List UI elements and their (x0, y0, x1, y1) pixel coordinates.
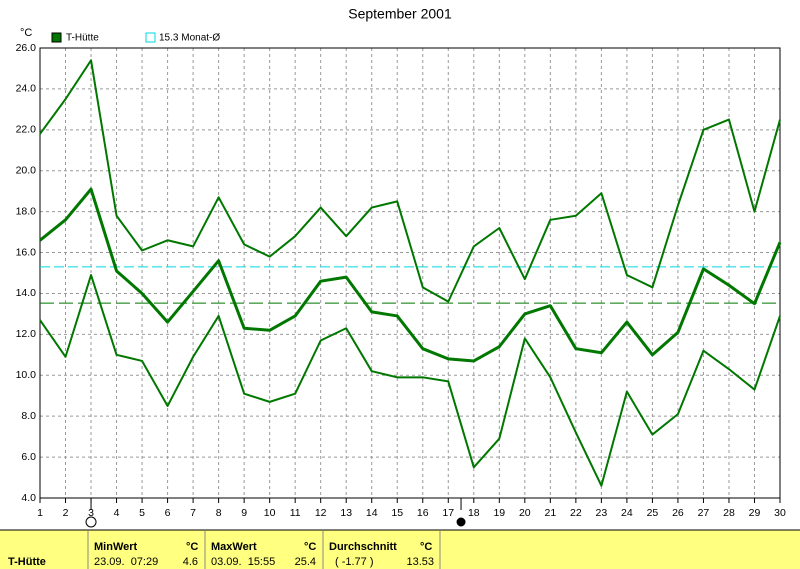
stats-bg (0, 530, 800, 569)
x-tick-label: 1 (37, 507, 43, 519)
x-tick-label: 6 (165, 507, 171, 519)
x-tick-label: 28 (723, 507, 735, 519)
y-tick-label: 16.0 (16, 246, 37, 258)
y-unit: °C (20, 27, 32, 39)
x-tick-label: 20 (519, 507, 531, 519)
x-tick-label: 2 (63, 507, 69, 519)
legend-swatch (145, 32, 156, 43)
stats-header: MinWert (94, 541, 138, 553)
x-tick-label: 23 (596, 507, 608, 519)
y-tick-label: 22.0 (16, 124, 37, 136)
x-tick-label: 25 (647, 507, 659, 519)
y-tick-label: 12.0 (16, 328, 37, 340)
x-tick-label: 24 (621, 507, 633, 519)
x-tick-label: 26 (672, 507, 684, 519)
x-tick-label: 10 (264, 507, 276, 519)
marker (456, 517, 466, 527)
x-tick-label: 22 (570, 507, 582, 519)
legend-label: T-Hütte (66, 33, 99, 44)
stats-header: Durchschnitt (329, 541, 397, 553)
x-tick-label: 21 (545, 507, 557, 519)
x-tick-label: 13 (340, 507, 352, 519)
legend-swatch (51, 32, 62, 43)
stats-row-label: T-Hütte (8, 556, 46, 568)
stats-value: 25.4 (295, 556, 316, 568)
x-tick-label: 16 (417, 507, 429, 519)
x-tick-label: 14 (366, 507, 378, 519)
y-tick-label: 24.0 (16, 83, 37, 95)
stats-value: 13.53 (406, 556, 434, 568)
x-tick-label: 18 (468, 507, 480, 519)
x-tick-label: 3 (88, 507, 94, 519)
legend-label: 15.3 Monat-Ø (159, 33, 220, 44)
x-tick-label: 8 (216, 507, 222, 519)
y-tick-label: 4.0 (21, 492, 36, 504)
x-tick-label: 11 (290, 507, 301, 519)
x-tick-label: 4 (114, 507, 120, 519)
series-line (39, 274, 781, 487)
stats-unit: °C (420, 541, 432, 553)
x-tick-label: 9 (241, 507, 247, 519)
series-line (39, 59, 781, 303)
x-tick-label: 5 (139, 507, 145, 519)
chart-title: September 2001 (348, 6, 452, 22)
y-tick-label: 10.0 (16, 369, 37, 381)
stats-unit: °C (304, 541, 316, 553)
x-tick-label: 7 (190, 507, 196, 519)
x-tick-label: 15 (391, 507, 403, 519)
stats-value: 4.6 (183, 556, 198, 568)
series-line (39, 187, 782, 363)
y-tick-label: 26.0 (16, 42, 37, 54)
stats-header: MaxWert (211, 541, 257, 553)
plot-frame (39, 47, 781, 499)
x-tick-label: 19 (493, 507, 505, 519)
y-tick-label: 6.0 (21, 451, 36, 463)
marker (85, 516, 97, 528)
x-tick-label: 12 (315, 507, 327, 519)
y-tick-label: 14.0 (16, 287, 37, 299)
stats-time: 23.09. 07:29 (94, 556, 158, 568)
x-tick-label: 17 (442, 507, 454, 519)
x-tick-label: 27 (698, 507, 710, 519)
stats-time: ( -1.77 ) (335, 556, 374, 568)
x-tick-label: 30 (774, 507, 786, 519)
x-tick-label: 29 (749, 507, 761, 519)
y-tick-label: 8.0 (21, 410, 36, 422)
y-tick-label: 20.0 (16, 165, 37, 177)
stats-time: 03.09. 15:55 (211, 556, 275, 568)
y-tick-label: 18.0 (16, 205, 37, 217)
stats-unit: °C (186, 541, 198, 553)
